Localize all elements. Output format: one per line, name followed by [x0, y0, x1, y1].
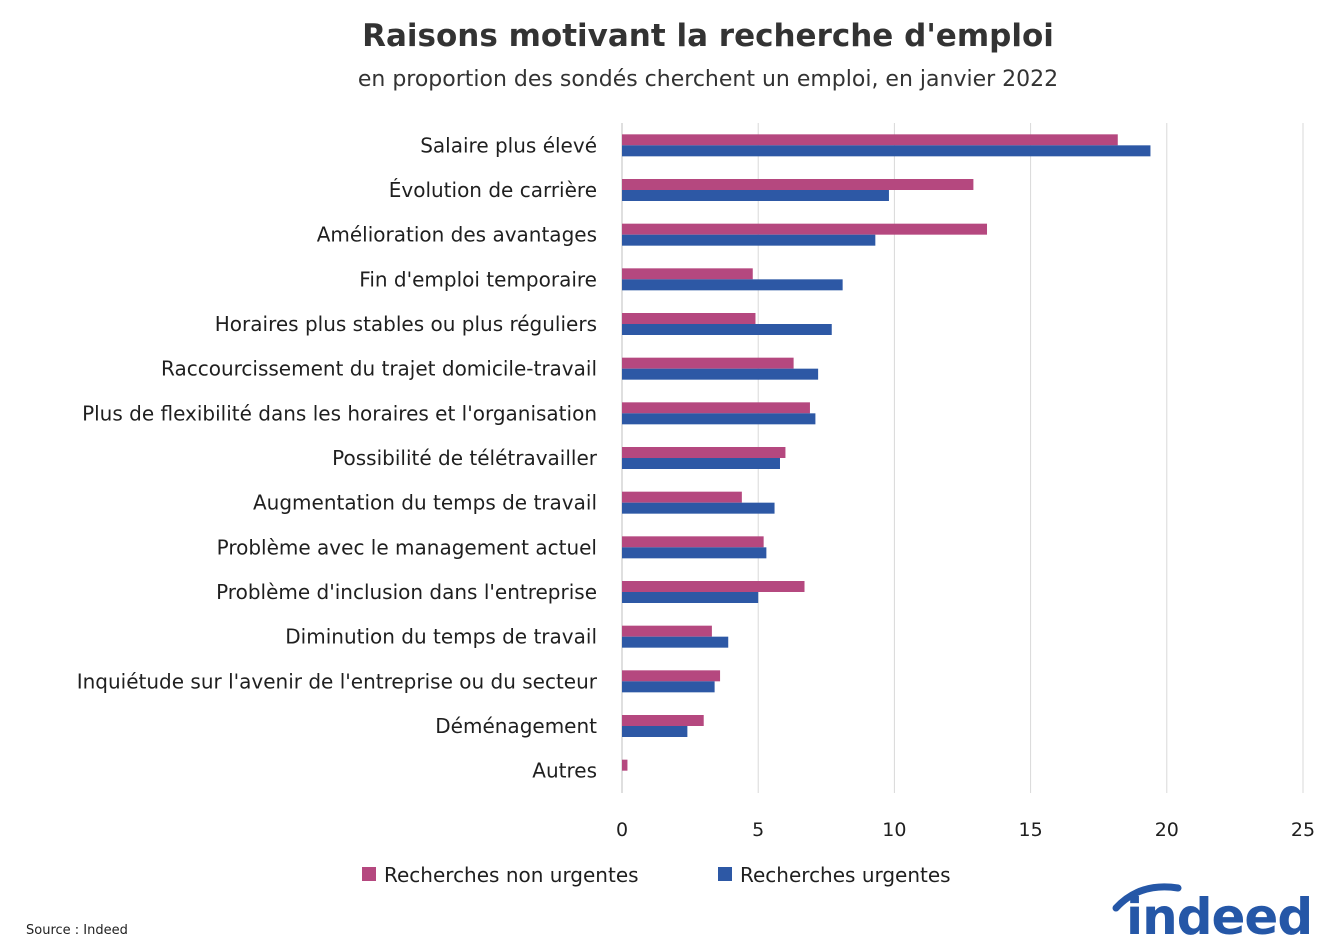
bar-urgent: [622, 681, 715, 693]
bar-urgent: [622, 234, 876, 246]
legend-label: Recherches urgentes: [740, 863, 951, 887]
x-tick-label: 20: [1155, 819, 1179, 841]
bar-non-urgent: [622, 581, 805, 592]
bar-urgent: [622, 413, 816, 425]
category-label: Inquiétude sur l'avenir de l'entreprise …: [77, 669, 598, 693]
category-label: Problème avec le management actuel: [217, 535, 597, 559]
bar-urgent: [622, 368, 819, 380]
category-label: Problème d'inclusion dans l'entreprise: [216, 580, 597, 604]
legend-swatch: [362, 867, 376, 881]
category-labels: Salaire plus élevé Évolution de carrière A…: [77, 133, 598, 782]
bar-urgent: [622, 324, 832, 335]
bar-urgent: [622, 502, 775, 514]
category-label: Autres: [532, 759, 597, 783]
bar-urgent: [622, 279, 843, 291]
x-tick-label: 10: [882, 819, 906, 841]
x-tick-label: 5: [752, 819, 764, 841]
bar-non-urgent: [622, 179, 974, 190]
bar-non-urgent: [622, 715, 704, 726]
bar-urgent: [622, 458, 780, 469]
category-label: Possibilité de télétravailler: [332, 446, 598, 470]
bar-non-urgent: [622, 759, 628, 771]
legend-swatch: [718, 867, 732, 881]
bar-non-urgent: [622, 268, 753, 280]
category-label: Plus de flexibilité dans les horaires et…: [82, 401, 597, 425]
bar-non-urgent: [622, 134, 1118, 146]
x-tick-label: 25: [1291, 819, 1315, 841]
bar-urgent: [622, 145, 1151, 157]
bar-non-urgent: [622, 313, 756, 324]
category-label: Horaires plus stables ou plus réguliers: [215, 312, 597, 336]
logo-swoosh: [1112, 883, 1182, 912]
bar-non-urgent: [622, 625, 712, 637]
bar-non-urgent: [622, 536, 764, 548]
indeed-logo: indeed: [1112, 883, 1313, 946]
chart-subtitle: en proportion des sondés cherchent un em…: [358, 67, 1058, 92]
category-label: Évolution de carrière: [389, 178, 597, 202]
source-note: Source : Indeed: [26, 923, 128, 938]
bar-non-urgent: [622, 223, 988, 235]
bar-urgent: [622, 726, 688, 737]
x-tick-label: 15: [1019, 819, 1043, 841]
bar-urgent: [622, 636, 729, 648]
bar-urgent: [622, 592, 759, 603]
category-label: Déménagement: [435, 714, 597, 738]
bar-urgent: [622, 547, 767, 559]
logo-wordmark: indeed: [1126, 888, 1312, 946]
bar-non-urgent: [622, 491, 742, 503]
category-label: Salaire plus élevé: [420, 133, 597, 157]
bar-non-urgent: [622, 670, 721, 682]
chart-title: Raisons motivant la recherche d'emploi: [362, 18, 1054, 54]
bars: [622, 134, 1151, 771]
category-label: Augmentation du temps de travail: [253, 491, 597, 515]
legend: Recherches non urgentes Recherches urgent…: [362, 863, 951, 887]
bar-urgent: [622, 190, 889, 201]
category-label: Fin d'emploi temporaire: [359, 267, 597, 291]
bar-non-urgent: [622, 357, 794, 369]
legend-label: Recherches non urgentes: [384, 863, 639, 887]
category-label: Amélioration des avantages: [317, 223, 597, 247]
bar-non-urgent: [622, 402, 810, 414]
x-tick-label: 0: [616, 819, 628, 841]
x-tick-labels: 0 5 10 15 20 25: [616, 819, 1315, 841]
category-label: Raccourcissement du trajet domicile-trav…: [161, 357, 597, 381]
bar-non-urgent: [622, 447, 786, 458]
category-label: Diminution du temps de travail: [285, 625, 597, 649]
